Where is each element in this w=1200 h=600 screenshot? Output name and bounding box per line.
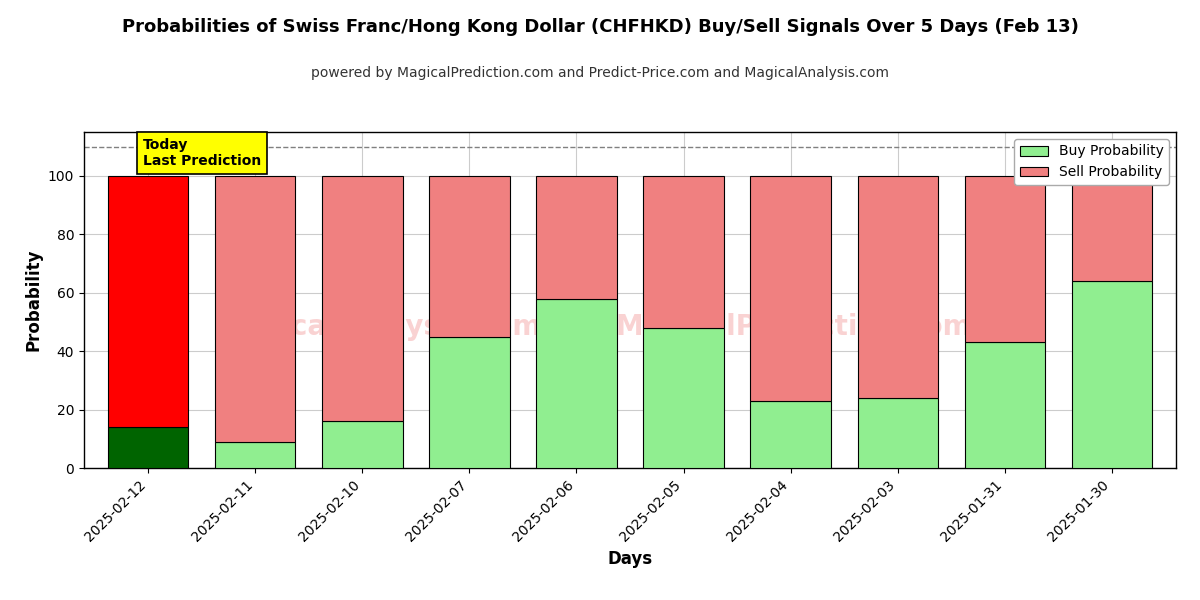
Bar	[430, 337, 510, 468]
Bar	[643, 176, 724, 328]
Text: MagicalAnalysis.com: MagicalAnalysis.com	[216, 313, 542, 341]
Text: Today
Last Prediction: Today Last Prediction	[143, 138, 262, 168]
Text: powered by MagicalPrediction.com and Predict-Price.com and MagicalAnalysis.com: powered by MagicalPrediction.com and Pre…	[311, 66, 889, 80]
Bar	[323, 421, 402, 468]
Bar	[1072, 176, 1152, 281]
Bar	[215, 442, 295, 468]
Bar	[1072, 281, 1152, 468]
Legend: Buy Probability, Sell Probability: Buy Probability, Sell Probability	[1014, 139, 1169, 185]
Bar	[215, 176, 295, 442]
Bar	[430, 176, 510, 337]
Y-axis label: Probability: Probability	[24, 249, 42, 351]
Bar	[965, 176, 1045, 343]
Bar	[536, 299, 617, 468]
X-axis label: Days: Days	[607, 550, 653, 568]
Bar	[108, 427, 188, 468]
Bar	[108, 176, 188, 427]
Bar	[858, 398, 937, 468]
Bar	[536, 176, 617, 299]
Bar	[750, 401, 830, 468]
Text: MagicalPrediction.com: MagicalPrediction.com	[616, 313, 972, 341]
Text: Probabilities of Swiss Franc/Hong Kong Dollar (CHFHKD) Buy/Sell Signals Over 5 D: Probabilities of Swiss Franc/Hong Kong D…	[121, 18, 1079, 36]
Bar	[858, 176, 937, 398]
Bar	[965, 343, 1045, 468]
Bar	[643, 328, 724, 468]
Bar	[750, 176, 830, 401]
Bar	[323, 176, 402, 421]
